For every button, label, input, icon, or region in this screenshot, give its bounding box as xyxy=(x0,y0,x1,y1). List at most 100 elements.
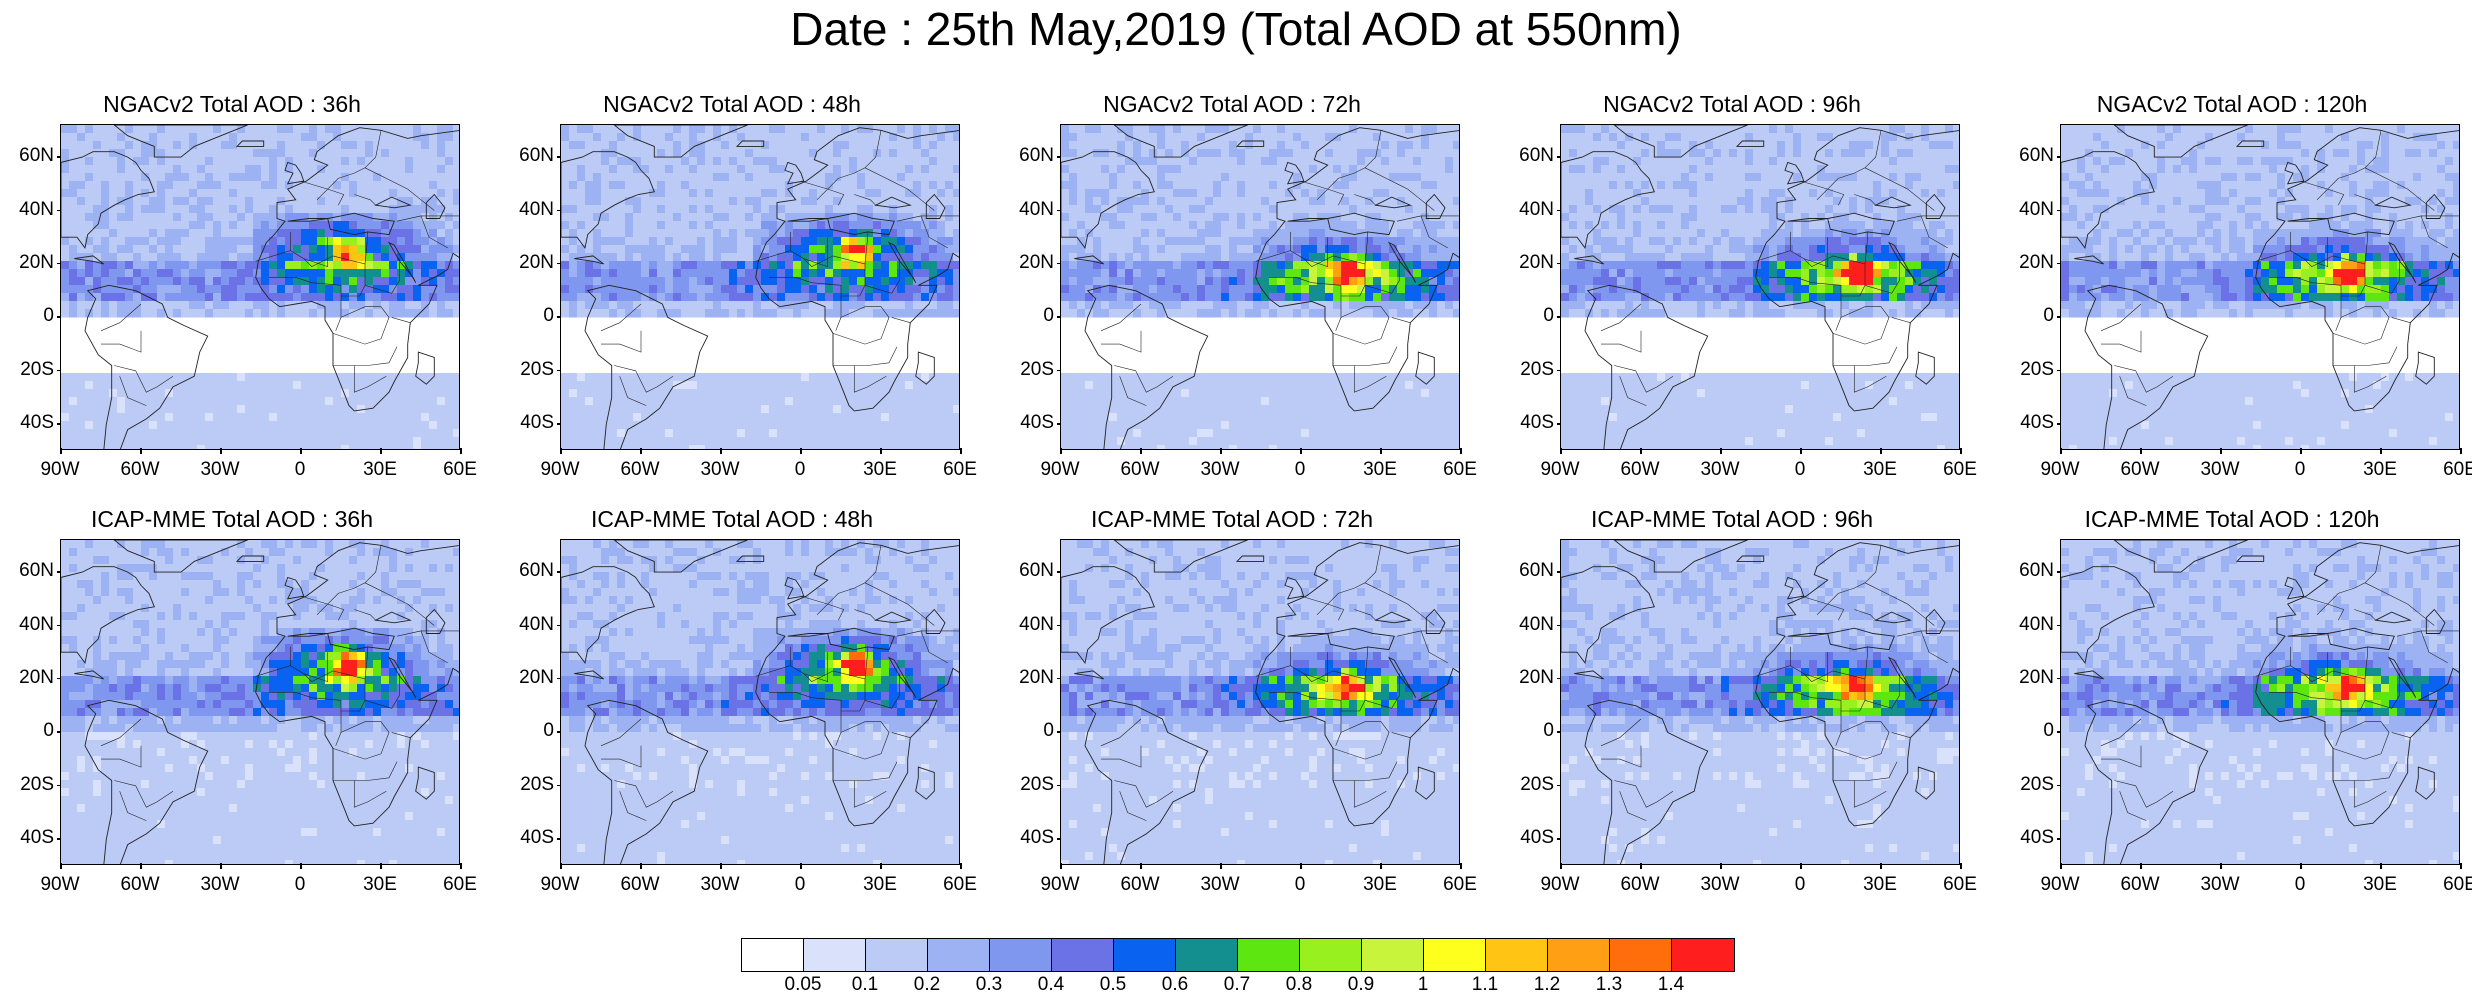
latitude-label: 0 xyxy=(502,721,554,741)
panel-title: ICAP-MME Total AOD : 96h xyxy=(1502,505,1962,533)
longitude-tick xyxy=(720,863,722,869)
latitude-label: 20S xyxy=(502,775,554,795)
latitude-tick xyxy=(2057,210,2061,212)
latitude-label: 20N xyxy=(1002,253,1054,273)
longitude-label: 60E xyxy=(430,875,490,895)
longitude-tick xyxy=(960,448,962,454)
latitude-tick xyxy=(1557,838,1561,840)
longitude-tick xyxy=(800,448,802,454)
aod-map xyxy=(1060,124,1460,450)
latitude-label: 0 xyxy=(1002,306,1054,326)
longitude-tick xyxy=(1460,863,1462,869)
longitude-tick xyxy=(2300,863,2302,869)
longitude-label: 90W xyxy=(1530,460,1590,480)
longitude-tick xyxy=(1720,448,1722,454)
longitude-label: 60E xyxy=(1930,460,1990,480)
latitude-tick xyxy=(1057,210,1061,212)
longitude-label: 30E xyxy=(1850,460,1910,480)
longitude-tick xyxy=(300,863,302,869)
latitude-tick xyxy=(1557,571,1561,573)
colorbar-swatch xyxy=(1300,939,1362,971)
colorbar-label: 0.2 xyxy=(897,974,957,996)
longitude-label: 30W xyxy=(2190,875,2250,895)
latitude-tick xyxy=(1557,625,1561,627)
colorbar-swatch xyxy=(928,939,990,971)
longitude-tick xyxy=(1560,863,1562,869)
aod-map xyxy=(2060,539,2460,865)
colorbar-swatch xyxy=(1176,939,1238,971)
longitude-tick xyxy=(1220,863,1222,869)
latitude-label: 40N xyxy=(1002,200,1054,220)
latitude-tick xyxy=(2057,423,2061,425)
latitude-tick xyxy=(57,678,61,680)
latitude-label: 40S xyxy=(2002,413,2054,433)
longitude-tick xyxy=(2220,863,2222,869)
latitude-tick xyxy=(1557,210,1561,212)
longitude-tick xyxy=(1960,863,1962,869)
longitude-tick xyxy=(300,448,302,454)
longitude-label: 60W xyxy=(2110,875,2170,895)
latitude-tick xyxy=(557,785,561,787)
longitude-tick xyxy=(140,863,142,869)
latitude-label: 20S xyxy=(1002,775,1054,795)
colorbar-swatch xyxy=(1114,939,1176,971)
longitude-tick xyxy=(880,863,882,869)
latitude-tick xyxy=(1057,625,1061,627)
latitude-tick xyxy=(1057,838,1061,840)
latitude-label: 40N xyxy=(502,615,554,635)
latitude-label: 0 xyxy=(2002,721,2054,741)
latitude-label: 60N xyxy=(1502,146,1554,166)
aod-map xyxy=(1560,539,1960,865)
longitude-label: 90W xyxy=(1030,460,1090,480)
latitude-label: 60N xyxy=(1002,146,1054,166)
longitude-tick xyxy=(220,448,222,454)
latitude-label: 20S xyxy=(1502,360,1554,380)
longitude-tick xyxy=(1800,863,1802,869)
longitude-label: 0 xyxy=(1770,875,1830,895)
longitude-tick xyxy=(1560,448,1562,454)
longitude-label: 90W xyxy=(1030,875,1090,895)
latitude-label: 40S xyxy=(1502,828,1554,848)
longitude-tick xyxy=(1060,448,1062,454)
longitude-tick xyxy=(2140,863,2142,869)
longitude-label: 30W xyxy=(1190,460,1250,480)
panel-title: ICAP-MME Total AOD : 72h xyxy=(1002,505,1462,533)
latitude-label: 60N xyxy=(502,146,554,166)
latitude-tick xyxy=(1557,263,1561,265)
latitude-label: 40N xyxy=(2,200,54,220)
aod-map xyxy=(2060,124,2460,450)
longitude-tick xyxy=(460,863,462,869)
latitude-label: 0 xyxy=(2,721,54,741)
latitude-label: 40S xyxy=(1002,413,1054,433)
longitude-label: 90W xyxy=(1530,875,1590,895)
longitude-tick xyxy=(1460,448,1462,454)
colorbar-swatch xyxy=(1424,939,1486,971)
longitude-tick xyxy=(1380,448,1382,454)
aod-map xyxy=(60,124,460,450)
latitude-label: 60N xyxy=(2002,561,2054,581)
aod-field xyxy=(2061,540,2460,865)
longitude-label: 60E xyxy=(430,460,490,480)
latitude-tick xyxy=(1557,785,1561,787)
longitude-tick xyxy=(2460,448,2462,454)
colorbar-swatch xyxy=(1486,939,1548,971)
longitude-tick xyxy=(800,863,802,869)
longitude-label: 60W xyxy=(1610,460,1670,480)
longitude-label: 60W xyxy=(1110,460,1170,480)
longitude-label: 30E xyxy=(350,460,410,480)
panel-title: ICAP-MME Total AOD : 48h xyxy=(502,505,962,533)
latitude-label: 40N xyxy=(1502,615,1554,635)
longitude-tick xyxy=(1060,863,1062,869)
latitude-tick xyxy=(1557,156,1561,158)
latitude-tick xyxy=(2057,370,2061,372)
longitude-tick xyxy=(560,448,562,454)
longitude-label: 90W xyxy=(530,875,590,895)
longitude-label: 90W xyxy=(2030,875,2090,895)
latitude-tick xyxy=(57,210,61,212)
latitude-label: 20S xyxy=(2,360,54,380)
colorbar-label: 1.4 xyxy=(1641,974,1701,996)
colorbar-label: 0.9 xyxy=(1331,974,1391,996)
longitude-tick xyxy=(640,863,642,869)
